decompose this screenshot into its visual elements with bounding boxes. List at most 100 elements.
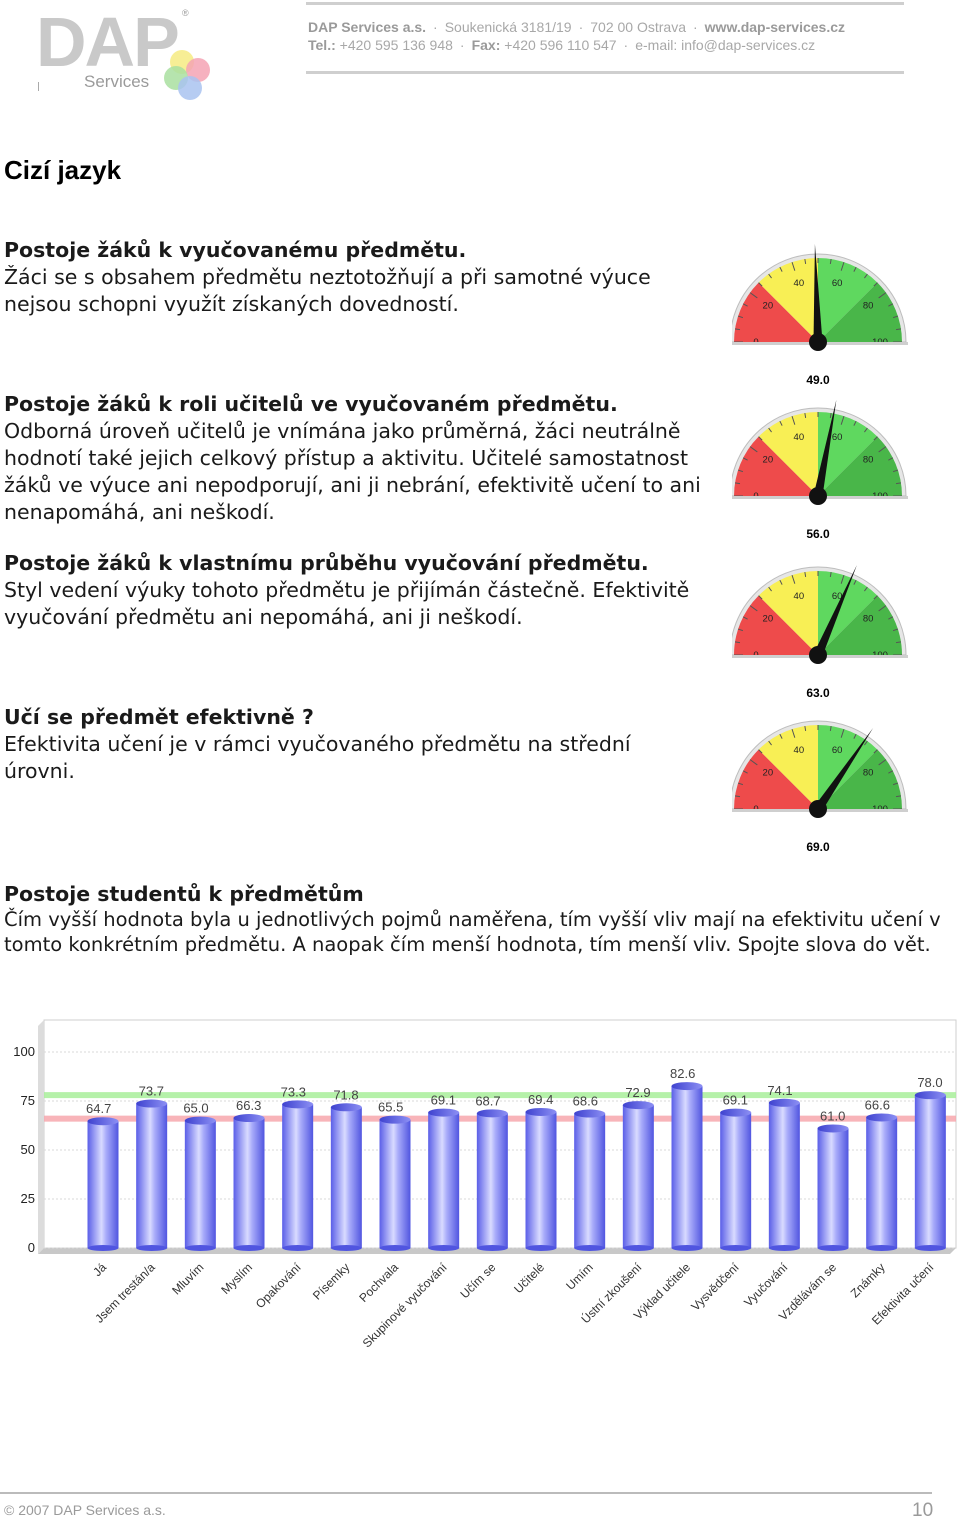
data-label: 66.3 — [236, 1098, 261, 1113]
gauge-segment — [758, 258, 818, 342]
category-label: Myslím — [218, 1260, 255, 1297]
data-label: 78.0 — [917, 1075, 942, 1090]
category-label: Vysvědčení — [688, 1260, 742, 1314]
gauge-tick-mark — [853, 420, 857, 426]
bar-cap — [768, 1098, 800, 1107]
gauge-tick-label: 20 — [763, 768, 774, 779]
bar-cap — [379, 1115, 411, 1124]
bar-base — [87, 1245, 119, 1251]
gauge-tick-mark — [853, 733, 857, 739]
email-link[interactable]: e-mail: info@dap-services.cz — [635, 37, 816, 53]
y-tick-label: 25 — [21, 1191, 35, 1206]
tel-label: Tel.: — [308, 37, 336, 53]
section-students-attitudes: Postoje studentů k předmětům Čím vyšší h… — [4, 882, 954, 957]
gauge-segment — [818, 412, 878, 496]
website-link[interactable]: www.dap-services.cz — [704, 19, 845, 35]
logo-subtitle: Services — [84, 72, 150, 91]
bar-base — [476, 1245, 508, 1251]
gauge-tick-mark — [734, 482, 741, 485]
data-label: 73.7 — [139, 1084, 164, 1099]
bar-base — [866, 1245, 898, 1251]
gauge-tick-label: 40 — [794, 432, 805, 443]
data-label: 82.6 — [670, 1066, 695, 1081]
section-body: Styl vedení výuky tohoto předmětu je při… — [4, 578, 690, 629]
bar-cap — [476, 1109, 508, 1118]
bar-cap — [817, 1124, 849, 1133]
gauge-tick-mark — [791, 415, 796, 425]
gauge-tick-label: 40 — [794, 591, 805, 602]
gauge-tick-mark — [779, 733, 783, 739]
bar-cap — [671, 1082, 703, 1091]
gauge-tick-mark — [888, 457, 894, 461]
gauge-tick-mark — [840, 261, 845, 271]
gauge-segment — [818, 258, 878, 342]
gauge-lesson-course: 02040608010063.0 — [732, 565, 908, 700]
gauge-tick-mark — [864, 586, 868, 592]
gauge-tick-mark — [878, 605, 887, 612]
gauge-tick-mark — [758, 436, 763, 441]
bar — [476, 1113, 508, 1248]
gauge-tick-mark — [864, 740, 868, 746]
section-title: Učí se předmět efektivně ? — [4, 705, 314, 729]
bar-cap — [87, 1117, 119, 1126]
gauge-segment — [758, 571, 818, 655]
gauge-tick-mark — [853, 266, 857, 272]
bar — [914, 1095, 946, 1248]
gauge-value-label: 69.0 — [806, 840, 830, 854]
category-label: Vyučování — [741, 1260, 791, 1310]
data-label: 69.1 — [431, 1093, 456, 1108]
address-street: Soukenická 3181/19 — [444, 19, 572, 35]
logo-registered-mark: ® — [182, 8, 189, 18]
gauge-tick-mark — [829, 412, 832, 419]
gauge-subject-attitudes: 02040608010049.0 — [732, 244, 908, 387]
bar — [379, 1119, 411, 1248]
data-label: 66.6 — [865, 1097, 890, 1112]
fax-label: Fax: — [471, 37, 501, 53]
bar-base — [330, 1245, 362, 1251]
header-address-line: DAP Services a.s. · Soukenická 3181/19 · 702… — [308, 19, 845, 35]
reference-band — [44, 1092, 956, 1099]
bar-base — [282, 1245, 314, 1251]
gauge-tick-mark — [892, 782, 899, 786]
bar-base — [817, 1245, 849, 1251]
gauge-tick-mark — [768, 586, 772, 592]
bar — [574, 1113, 606, 1248]
bar — [866, 1117, 898, 1248]
gauge-tick-mark — [888, 770, 894, 774]
bar — [720, 1112, 752, 1248]
fax-number: +420 596 110 547 — [504, 37, 617, 53]
gauge-learning-effectiveness: 02040608010069.0 — [732, 720, 908, 854]
gauge-tick-mark — [888, 303, 894, 307]
y-tick-label: 100 — [13, 1044, 35, 1059]
bar-base — [379, 1245, 411, 1251]
bar-base — [525, 1245, 557, 1251]
gauge-segment — [818, 595, 902, 655]
bar — [525, 1111, 557, 1248]
data-label: 73.3 — [281, 1084, 306, 1099]
gauge-needle — [813, 244, 823, 343]
bar-cap — [720, 1108, 752, 1117]
gauge-segment — [758, 412, 818, 496]
logo-divider — [38, 82, 39, 91]
gauge-tick-mark — [734, 641, 741, 644]
gauge-tick-mark — [791, 261, 796, 271]
gauge-tick-mark — [864, 273, 868, 279]
gauge-tick-mark — [864, 427, 868, 433]
gauge-tick-mark — [758, 749, 763, 754]
y-tick-label: 50 — [21, 1142, 35, 1157]
gauge-segment — [818, 749, 902, 809]
header-bottom-rule — [306, 71, 904, 74]
bar-base — [622, 1245, 654, 1251]
company-logo: DAP ® Services — [34, 3, 224, 100]
gauge-segment — [734, 282, 818, 342]
data-label: 72.9 — [625, 1085, 650, 1100]
bar-base — [184, 1245, 216, 1251]
bar-base — [428, 1245, 460, 1251]
gauge-tick-mark — [734, 328, 741, 331]
gauge-tick-mark — [734, 795, 741, 798]
category-label: Učitelé — [511, 1260, 547, 1296]
data-label: 65.5 — [378, 1100, 403, 1115]
category-label: Písemky — [310, 1260, 352, 1302]
bar-cap — [574, 1109, 606, 1118]
